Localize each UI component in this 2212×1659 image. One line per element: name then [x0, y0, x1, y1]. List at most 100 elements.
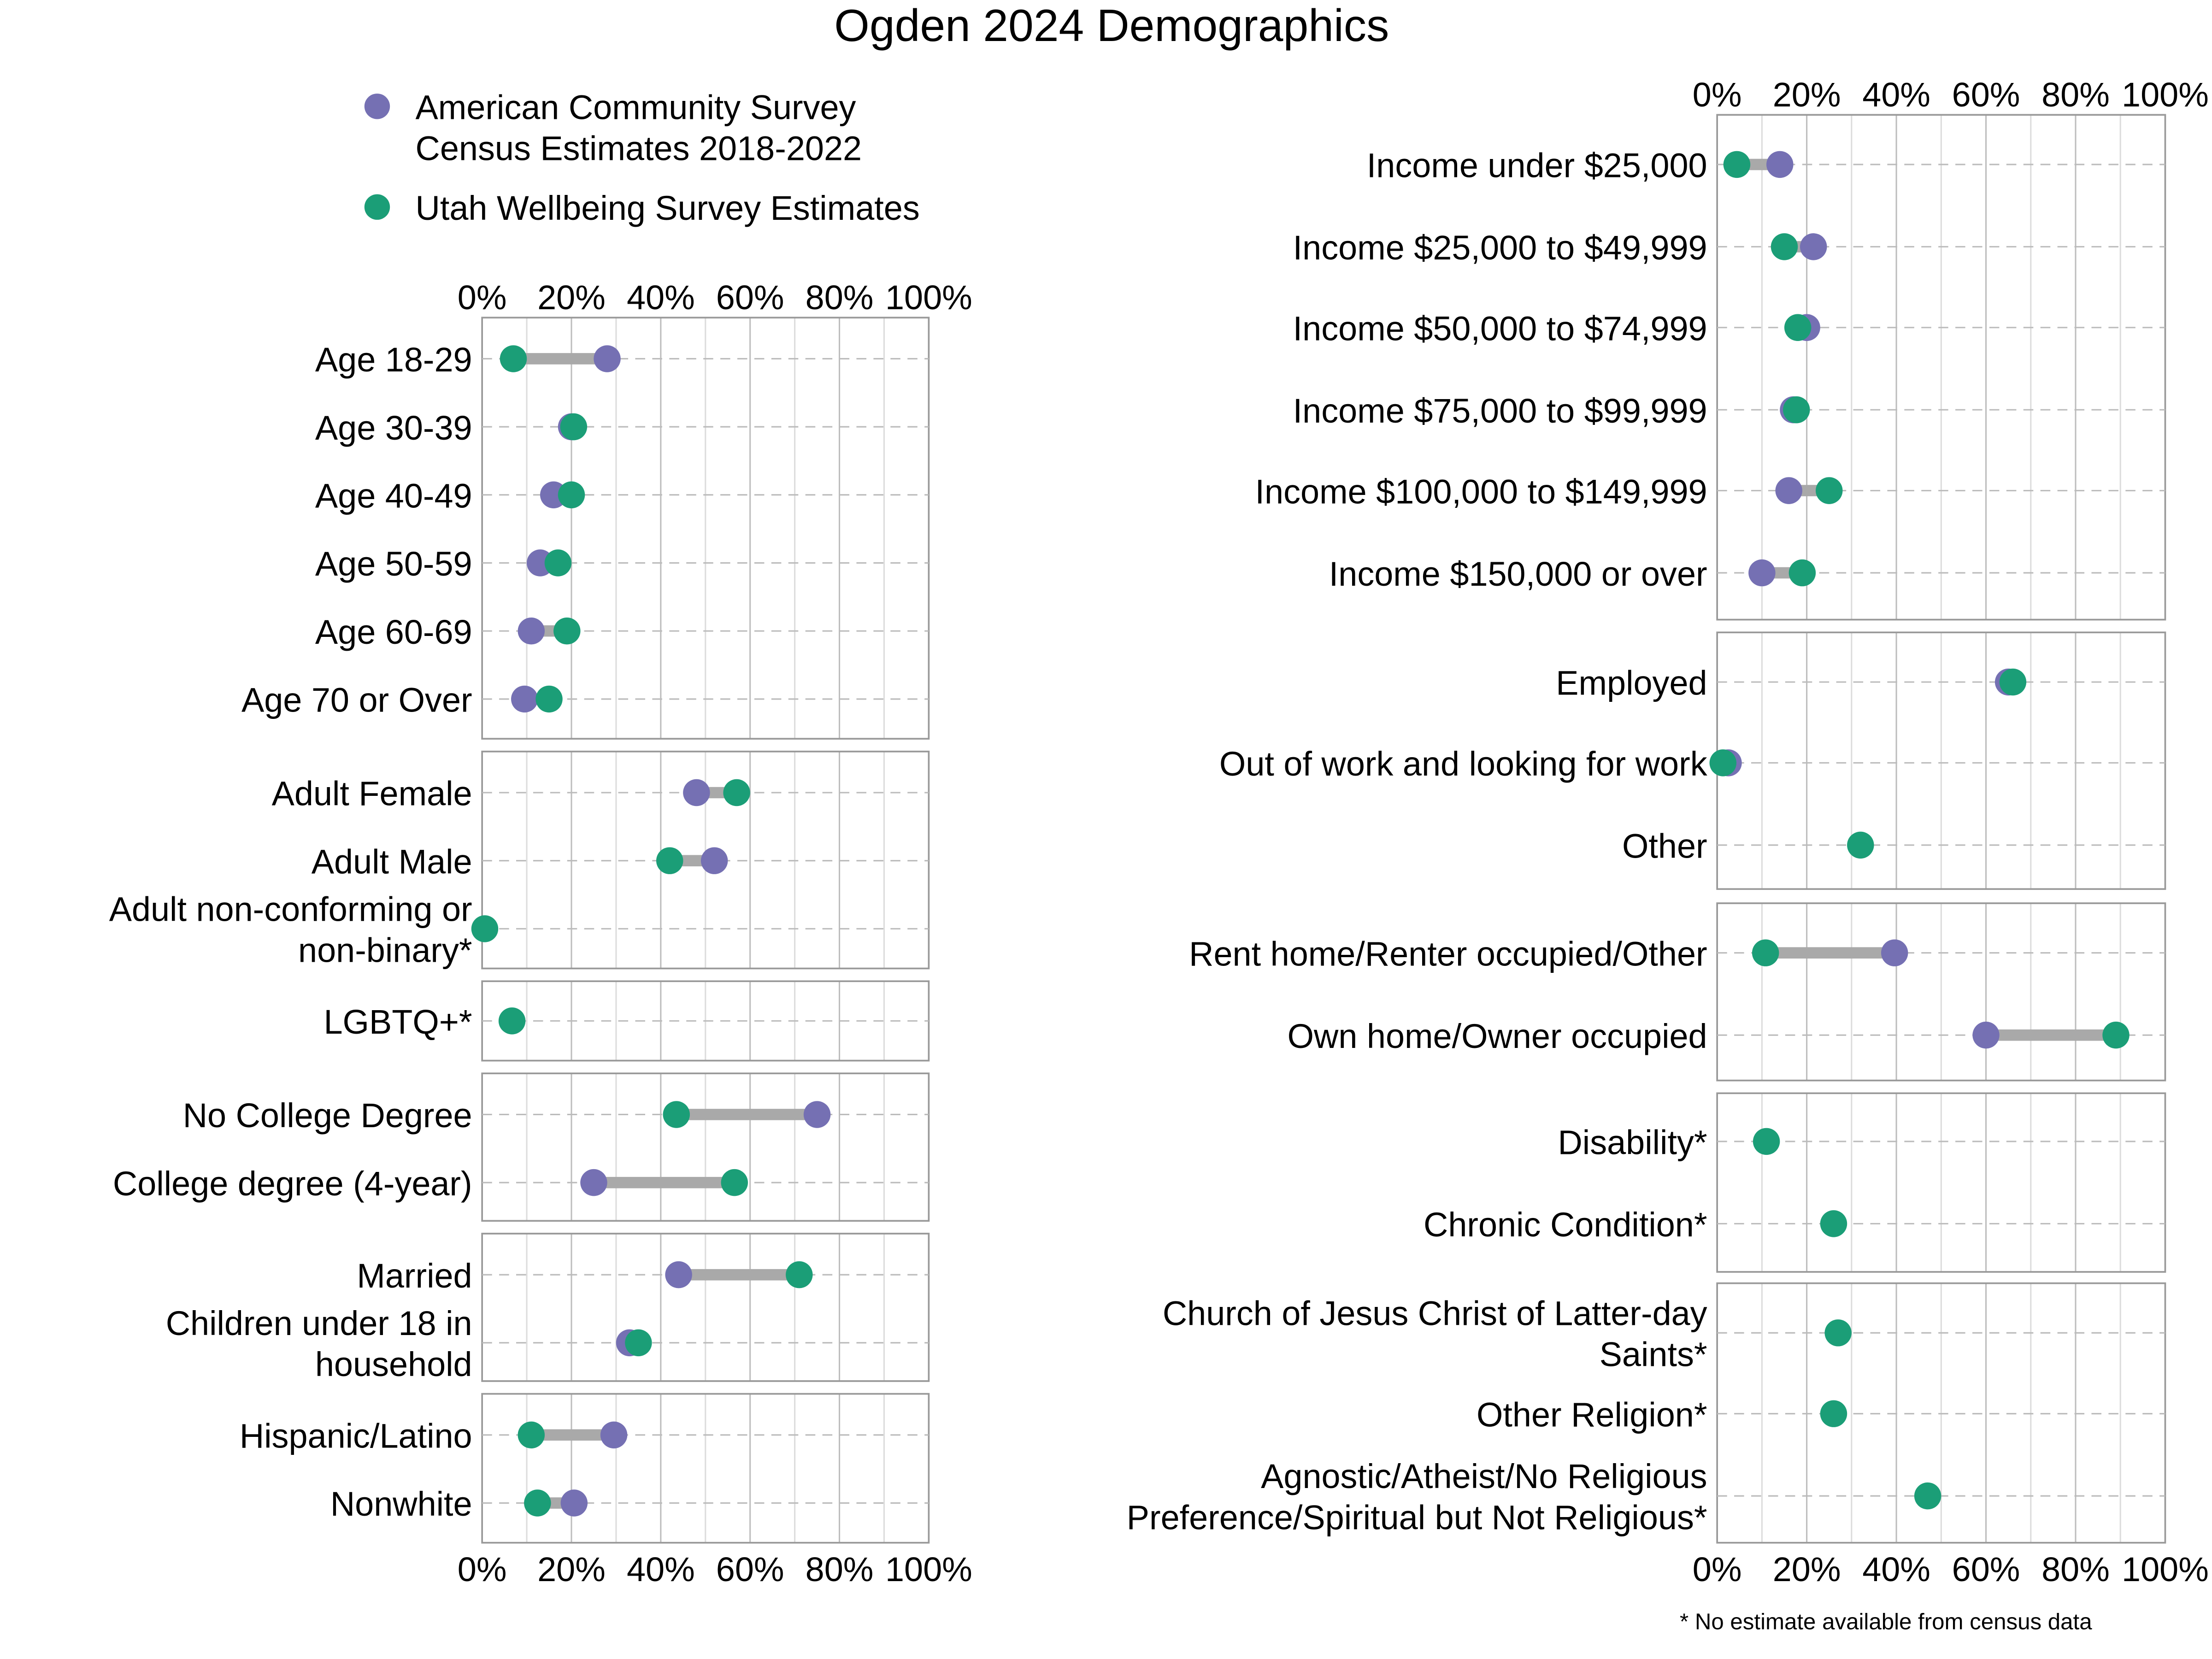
x-tick-label-bottom: 0%: [458, 1550, 507, 1588]
row-label: Age 70 or Over: [241, 681, 472, 719]
panel: Income under $25,000 Income $25,000 to $4…: [1255, 114, 2166, 621]
row-label: Other Religion*: [1477, 1395, 1707, 1434]
point-uws: [721, 1169, 748, 1196]
x-tick-label-top: 40%: [627, 278, 695, 317]
point-acs: [1766, 151, 1794, 178]
column-0: 0%0%20%20%40%40%60%60%80%80%100%100%Age …: [109, 278, 972, 1588]
point-uws: [1824, 1319, 1852, 1347]
row-label: Age 50-59: [315, 545, 472, 583]
point-uws: [1820, 1400, 1847, 1427]
panel-border: [481, 1393, 930, 1544]
point-uws: [723, 779, 750, 806]
x-tick-label-top: 60%: [716, 278, 784, 317]
row-label: Nonwhite: [330, 1485, 472, 1523]
row-label: Income $75,000 to $99,999: [1293, 392, 1707, 430]
row-label: Agnostic/Atheist/No Religious: [1261, 1457, 1707, 1495]
row-label: Preference/Spiritual but Not Religious*: [1127, 1498, 1707, 1536]
footnote: * No estimate available from census data: [1680, 1609, 2092, 1634]
point-acs: [600, 1421, 628, 1449]
x-tick-label-top: 80%: [806, 278, 874, 317]
point-acs: [560, 1489, 588, 1517]
point-uws: [786, 1261, 813, 1288]
column-1: 0%0%20%20%40%40%60%60%80%80%100%100%Inco…: [1127, 76, 2209, 1588]
legend-label-acs: Census Estimates 2018-2022: [416, 129, 862, 168]
point-acs: [700, 847, 728, 874]
row-label: Income $50,000 to $74,999: [1293, 309, 1707, 347]
point-uws: [625, 1329, 652, 1357]
x-tick-label-bottom: 60%: [1952, 1550, 2020, 1588]
panel: Disability* Chronic Condition*: [1424, 1092, 2166, 1273]
row-label: Adult Female: [272, 775, 472, 813]
panel: No College Degree College degree (4-year): [113, 1072, 930, 1222]
x-tick-label-bottom: 40%: [627, 1550, 695, 1588]
point-uws: [558, 481, 585, 509]
legend-label-acs: American Community Survey: [416, 88, 856, 126]
row-label: household: [315, 1345, 472, 1383]
point-uws: [1914, 1482, 1941, 1510]
row-label: Income $150,000 or over: [1329, 555, 1707, 593]
panel: Age 18-29 Age 30-39 Age 40-49 Age 50-59 Age …: [241, 317, 930, 740]
row-label: No College Degree: [183, 1096, 472, 1135]
row-label: Disability*: [1558, 1124, 1707, 1162]
row-label: Adult Male: [312, 842, 472, 881]
row-label: Income under $25,000: [1367, 147, 1707, 185]
point-acs: [1748, 559, 1776, 587]
point-acs: [1972, 1021, 2000, 1049]
point-uws: [1709, 749, 1737, 777]
x-tick-label-top: 40%: [1862, 76, 1930, 114]
point-uws: [1999, 668, 2027, 696]
panel: Adult Female Adult Male Adult non-conformi…: [109, 750, 930, 970]
x-tick-label-bottom: 80%: [806, 1550, 874, 1588]
legend-marker-uws: [364, 194, 390, 220]
row-label: Age 60-69: [315, 613, 472, 651]
x-tick-label-top: 20%: [537, 278, 606, 317]
x-tick-label-top: 0%: [1693, 76, 1742, 114]
row-label: Hispanic/Latino: [240, 1417, 472, 1455]
row-label: Saints*: [1600, 1335, 1707, 1374]
row-label: Children under 18 in: [166, 1304, 472, 1342]
legend-marker-acs: [364, 94, 390, 119]
point-uws: [1753, 1128, 1780, 1155]
point-acs: [518, 618, 545, 645]
chart-title: Ogden 2024 Demographics: [834, 0, 1389, 51]
point-acs: [511, 685, 538, 713]
row-label: Out of work and looking for work: [1219, 745, 1708, 783]
x-tick-label-bottom: 80%: [2041, 1550, 2110, 1588]
point-uws: [560, 413, 588, 441]
panel-border: [1716, 1092, 2166, 1273]
point-uws: [535, 685, 563, 713]
x-tick-label-bottom: 20%: [1773, 1550, 1841, 1588]
point-uws: [1820, 1210, 1847, 1237]
x-tick-label-top: 80%: [2041, 76, 2110, 114]
row-label: non-binary*: [298, 931, 472, 970]
point-uws: [518, 1421, 545, 1449]
x-tick-label-top: 20%: [1773, 76, 1841, 114]
point-uws: [544, 549, 572, 577]
x-tick-label-top: 0%: [458, 278, 507, 317]
x-tick-label-bottom: 0%: [1693, 1550, 1742, 1588]
row-label: Own home/Owner occupied: [1288, 1017, 1707, 1055]
point-uws: [500, 345, 527, 372]
point-uws: [524, 1489, 551, 1517]
panel: Employed Out of work and looking for work…: [1219, 631, 2166, 890]
point-acs: [1881, 939, 1908, 966]
x-tick-label-bottom: 40%: [1862, 1550, 1930, 1588]
x-tick-label-top: 100%: [2122, 76, 2209, 114]
point-uws: [1816, 477, 1843, 504]
x-tick-label-bottom: 100%: [885, 1550, 972, 1588]
point-uws: [1783, 396, 1810, 424]
point-acs: [580, 1169, 607, 1196]
point-uws: [1752, 939, 1779, 966]
point-acs: [594, 345, 621, 372]
plot-area: 0% 0% 20% 20% 40% 40% 60% 60% 80% 80% 100% 100% Age …: [109, 76, 2209, 1588]
panel: Hispanic/Latino Nonwhite: [240, 1393, 930, 1544]
point-uws: [498, 1007, 526, 1035]
row-label: Other: [1622, 827, 1707, 865]
x-tick-label-top: 100%: [885, 278, 972, 317]
row-label: Age 40-49: [315, 477, 472, 515]
row-label: Income $100,000 to $149,999: [1255, 472, 1707, 511]
panel-border: [481, 317, 930, 740]
x-tick-label-bottom: 100%: [2122, 1550, 2209, 1588]
